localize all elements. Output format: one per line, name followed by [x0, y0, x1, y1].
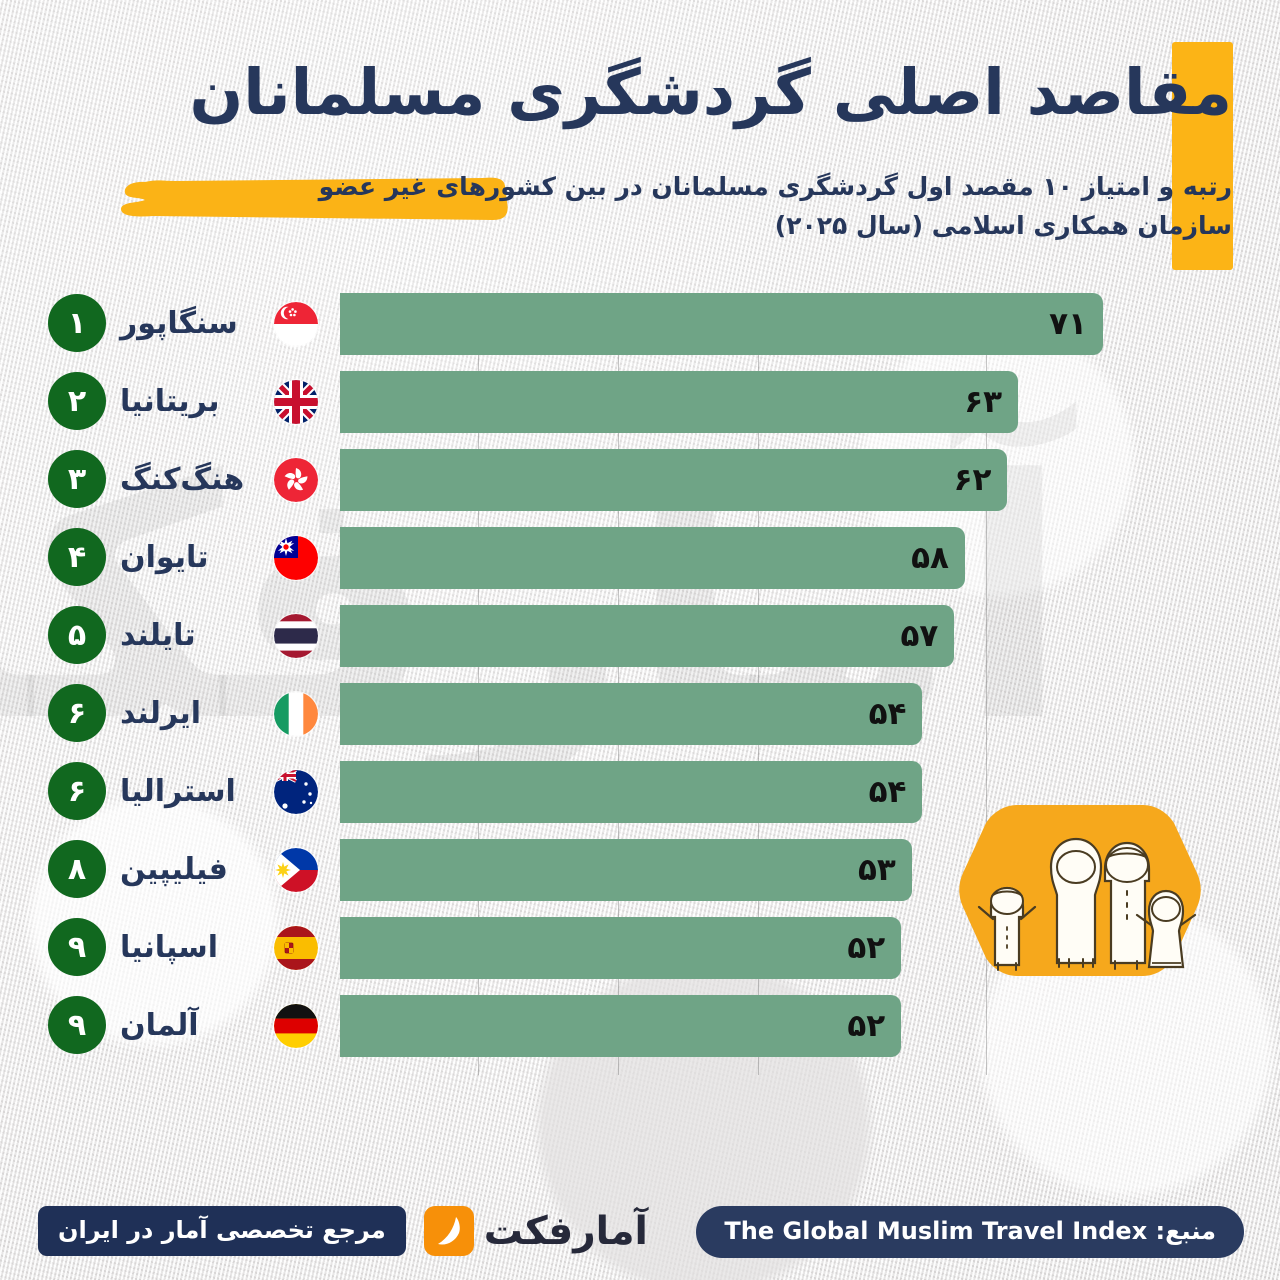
value-bar: ۵۲ — [340, 995, 902, 1057]
bar-value-label: ۶۲ — [953, 462, 992, 498]
chart-row: ۴ تایوان ۵۸ — [0, 519, 1280, 597]
ireland-flag-icon — [274, 692, 318, 736]
muslim-family-illustration — [959, 805, 1201, 976]
chart-row: ۹ اسپانیا ۵۲ — [0, 909, 1280, 987]
subtitle-block: رتبه و امتیاز ۱۰ مقصد اول گردشگری مسلمان… — [121, 168, 1232, 246]
chart-row: ۶ استرالیا ۵۴ — [0, 753, 1280, 831]
bar-value-label: ۵۴ — [868, 774, 907, 810]
subtitle-line-1: رتبه و امتیاز ۱۰ مقصد اول گردشگری مسلمان… — [318, 172, 1232, 201]
value-bar: ۵۴ — [340, 683, 923, 745]
chart-row: ۶ ایرلند ۵۴ — [0, 675, 1280, 753]
thailand-flag-icon — [274, 614, 318, 658]
orange-accent-bar — [1172, 42, 1233, 270]
chart-row: ۸ فیلیپین ۵۳ — [0, 831, 1280, 909]
chart-row: ۲ بریتانیا ۶۳ — [0, 363, 1280, 441]
country-name: اسپانیا — [120, 929, 219, 965]
bar-value-label: ۶۳ — [964, 384, 1003, 420]
country-name: تایلند — [120, 617, 196, 653]
singapore-flag-icon — [274, 302, 318, 346]
chart-row: ۹ آلمان ۵۲ — [0, 987, 1280, 1065]
united-kingdom-flag-icon — [274, 380, 318, 424]
value-bar: ۵۴ — [340, 761, 923, 823]
bar-value-label: ۵۴ — [868, 696, 907, 732]
source-badge: منبع: The Global Muslim Travel Index — [696, 1206, 1244, 1258]
source-prefix: منبع: — [1155, 1217, 1216, 1245]
value-bar: ۵۲ — [340, 917, 902, 979]
bar-value-label: ۵۳ — [858, 852, 896, 888]
gridline — [986, 293, 987, 1075]
philippines-flag-icon — [274, 848, 318, 892]
brand-logo: آمارفکت مرجع تخصصی آمار در ایران — [38, 1198, 649, 1264]
germany-flag-icon — [274, 1004, 318, 1048]
bar-value-label: ۷۱ — [1049, 306, 1088, 342]
bar-value-label: ۵۲ — [847, 930, 886, 966]
rank-badge: ۹ — [48, 918, 106, 976]
country-name: تایوان — [120, 539, 209, 575]
rank-badge: ۸ — [48, 840, 106, 898]
logo-mark-icon — [423, 1206, 474, 1256]
value-bar: ۵۳ — [340, 839, 912, 901]
country-name: آلمان — [120, 1007, 199, 1043]
source-name: The Global Muslim Travel Index — [724, 1217, 1148, 1245]
rank-badge: ۱ — [48, 294, 106, 352]
country-name: سنگاپور — [120, 305, 238, 341]
bar-chart: ۱ سنگاپور ۷۱ ۲ بریتانیا ۶۳ ۳ هنگ‌کنگ ۶۲ ۴ تایوان ۵۸… — [0, 285, 1280, 1085]
rank-badge: ۲ — [48, 372, 106, 430]
value-bar: ۶۲ — [340, 449, 1008, 511]
hong-kong-flag-icon — [274, 458, 318, 502]
country-name: بریتانیا — [120, 383, 220, 419]
taiwan-flag-icon — [274, 536, 318, 580]
chart-row: ۳ هنگ‌کنگ ۶۲ — [0, 441, 1280, 519]
country-name: هنگ‌کنگ — [120, 461, 245, 497]
value-bar: ۷۱ — [340, 293, 1104, 355]
country-name: استرالیا — [120, 773, 236, 809]
value-bar: ۵۸ — [340, 527, 965, 589]
chart-row: ۱ سنگاپور ۷۱ — [0, 285, 1280, 363]
value-bar: ۶۳ — [340, 371, 1019, 433]
rank-badge: ۳ — [48, 450, 106, 508]
chart-row: ۵ تایلند ۵۷ — [0, 597, 1280, 675]
rank-badge: ۴ — [48, 528, 106, 586]
subtitle-line-2: سازمان همکاری اسلامی (سال ۲۰۲۵) — [774, 210, 1232, 240]
rank-badge: ۶ — [48, 684, 106, 742]
page-title: مقاصد اصلی گردشگری مسلمانان — [189, 56, 1233, 129]
bar-value-label: ۵۷ — [900, 618, 939, 654]
australia-flag-icon — [274, 770, 318, 814]
brand-tagline: مرجع تخصصی آمار در ایران — [38, 1206, 406, 1256]
bar-value-label: ۵۸ — [911, 540, 949, 576]
logo-text: آمارفکت — [483, 1208, 649, 1254]
spain-flag-icon — [274, 926, 318, 970]
value-bar: ۵۷ — [340, 605, 955, 667]
rank-badge: ۹ — [48, 996, 106, 1054]
country-name: ایرلند — [120, 695, 202, 731]
rank-badge: ۶ — [48, 762, 106, 820]
brush-highlight — [121, 177, 508, 220]
country-name: فیلیپین — [120, 851, 228, 887]
bar-value-label: ۵۲ — [847, 1008, 886, 1044]
rank-badge: ۵ — [48, 606, 106, 664]
